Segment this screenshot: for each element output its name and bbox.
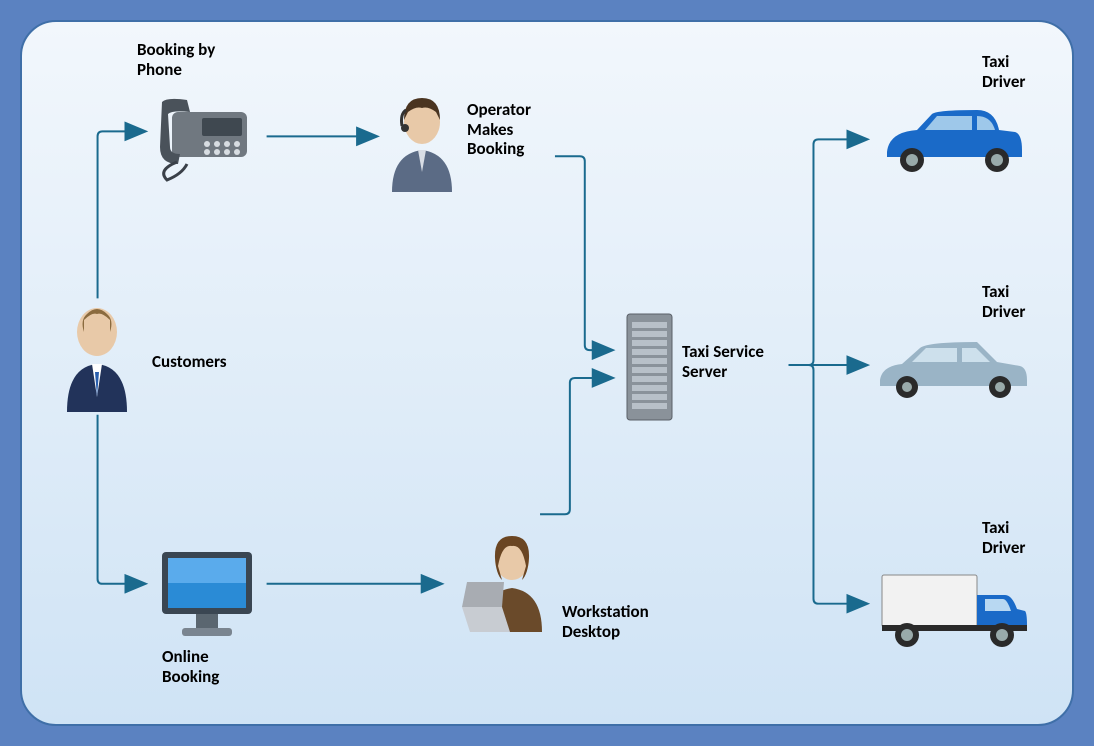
driver3-node <box>877 567 1032 657</box>
telephone-icon <box>152 92 262 182</box>
driver1-label: Taxi Driver <box>982 52 1025 91</box>
server-icon <box>622 312 677 422</box>
driver3-label: Taxi Driver <box>982 518 1025 557</box>
server-label: Taxi Service Server <box>682 342 764 381</box>
workstation-label: Workstation Desktop <box>562 602 649 641</box>
online-label: Online Booking <box>162 647 219 686</box>
operator-label: Operator Makes Booking <box>467 100 531 159</box>
online-node <box>152 542 262 647</box>
driver2-node <box>872 332 1032 407</box>
phone-label: Booking by Phone <box>137 40 215 79</box>
driver1-node <box>877 102 1027 182</box>
person-suit-icon <box>52 302 142 412</box>
laptop-person-icon <box>452 522 562 632</box>
driver2-label: Taxi Driver <box>982 282 1025 321</box>
truck-icon <box>877 567 1032 652</box>
customers-node <box>52 302 142 417</box>
customers-label: Customers <box>152 352 227 372</box>
car-sedan-icon <box>872 332 1032 402</box>
operator-icon <box>382 92 462 192</box>
diagram-outer: Customers Booking by Phone <box>0 0 1094 746</box>
monitor-icon <box>152 542 262 642</box>
car-blue-icon <box>877 102 1027 177</box>
phone-node <box>152 92 262 187</box>
operator-node <box>382 92 462 197</box>
workstation-node <box>452 522 562 637</box>
diagram-panel: Customers Booking by Phone <box>20 20 1074 726</box>
server-node <box>622 312 677 427</box>
